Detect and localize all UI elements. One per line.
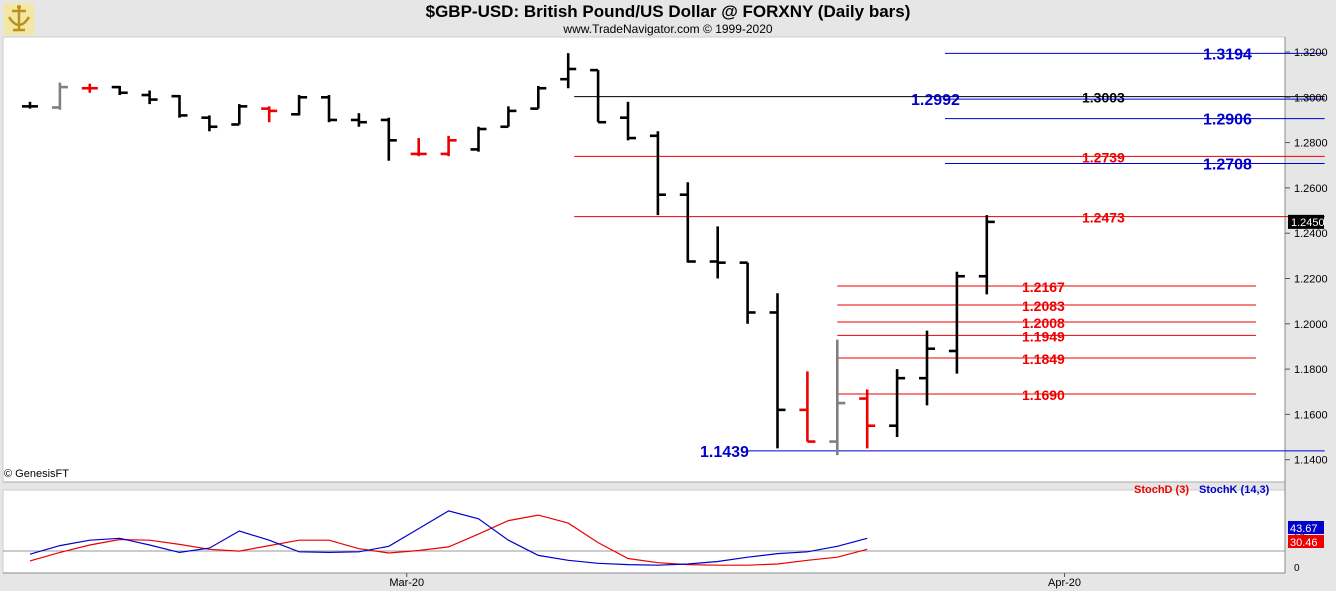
stoch-layer: 43.67 30.46	[29, 510, 1324, 566]
y-tick-label: 1.2600	[1294, 183, 1328, 195]
level-label: 1.1690	[1022, 387, 1065, 403]
copyright-text: © GenesisFT	[4, 468, 69, 480]
stoch-line-k	[29, 510, 868, 566]
level-label: 1.2083	[1022, 298, 1065, 314]
y-tick-label: 1.3200	[1294, 47, 1328, 59]
y-tick-label: 1.3000	[1294, 92, 1328, 104]
last-price-label: 1.2450	[1291, 217, 1325, 229]
level-label: 1.2906	[1203, 112, 1252, 129]
stochd-value: 30.46	[1290, 537, 1318, 549]
y-tick-label: 1.2400	[1294, 228, 1328, 240]
x-tick-label: Mar-20	[389, 577, 424, 589]
legend-stochk: StochK (14,3)	[1199, 484, 1270, 496]
stochd-value-box	[1288, 535, 1324, 548]
y-tick-label: 1.1800	[1294, 364, 1328, 376]
level-label: 1.1949	[1022, 328, 1065, 344]
levels-layer: 1.3194 1.3003 1.2992 1.2906 1.2739 1.2708 1.24…	[574, 46, 1325, 461]
level-label: 1.2992	[911, 92, 960, 109]
y-tick-label: 1.2200	[1294, 274, 1328, 286]
x-tick-label: Apr-20	[1048, 577, 1081, 589]
genesis-logo-icon	[4, 3, 34, 35]
level-label: 1.2473	[1082, 210, 1125, 226]
stoch-line-d	[29, 514, 868, 566]
stoch-panel	[2, 489, 1286, 574]
level-label: 1.2708	[1203, 156, 1252, 173]
level-label: 1.1439	[700, 444, 749, 461]
last-price-box	[1288, 214, 1324, 229]
chart-subtitle: www.TradeNavigator.com © 1999-2020	[563, 22, 773, 36]
price-axis: 1.3200 1.3000 1.2800 1.2600 1.2400 1.2200 1.20…	[1285, 47, 1328, 574]
level-label: 1.3003	[1082, 90, 1125, 106]
level-label: 1.1849	[1022, 351, 1065, 367]
stochk-value: 43.67	[1290, 523, 1318, 535]
stoch-tick-label: 0	[1294, 563, 1300, 574]
level-label: 1.2739	[1082, 149, 1125, 165]
y-tick-label: 1.2800	[1294, 138, 1328, 150]
bars-layer	[22, 53, 995, 456]
y-tick-label: 1.1400	[1294, 455, 1328, 467]
y-tick-label: 1.2000	[1294, 319, 1328, 331]
level-label: 1.2167	[1022, 279, 1065, 295]
stochk-value-box	[1288, 521, 1324, 534]
legend-stochd: StochD (3)	[1134, 484, 1189, 496]
chart-title: $GBP-USD: British Pound/US Dollar @ FORX…	[425, 2, 911, 21]
y-tick-label: 1.1600	[1294, 409, 1328, 421]
level-label: 1.3194	[1203, 46, 1252, 63]
price-panel	[2, 36, 1286, 483]
level-label: 1.2008	[1022, 315, 1065, 331]
time-axis: Mar-20 Apr-20	[389, 573, 1081, 589]
